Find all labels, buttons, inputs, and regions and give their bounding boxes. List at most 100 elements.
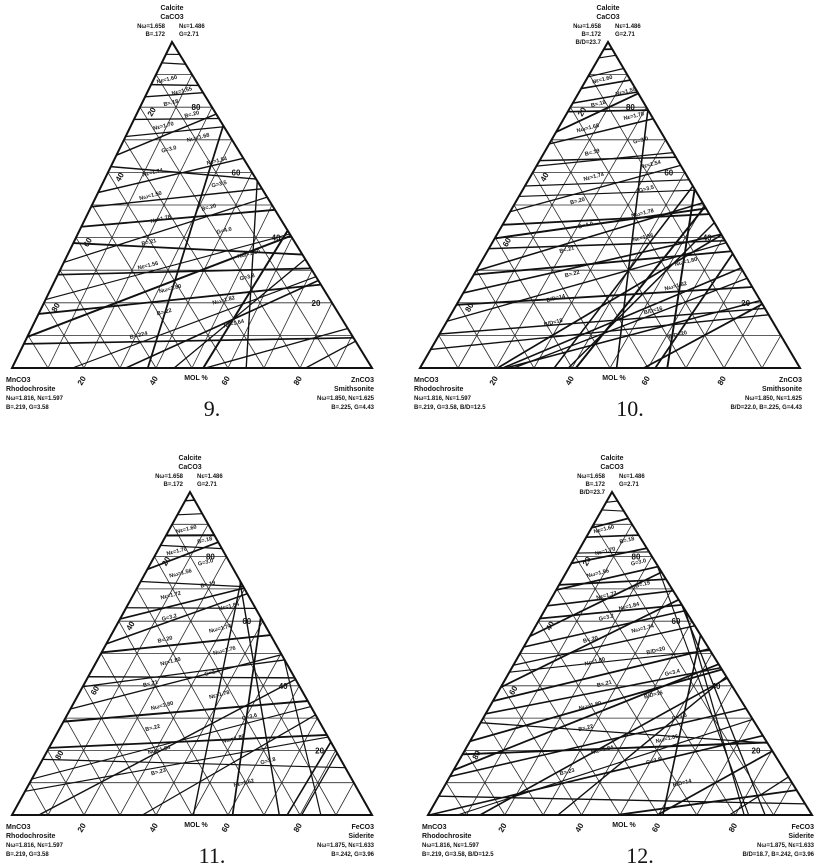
contour-label: Nε=1.84 [218, 601, 241, 612]
grid-line [155, 74, 337, 369]
apex-property: Nω=1.875, Nε=1.633 [317, 843, 375, 849]
contour-line [654, 253, 734, 369]
contour-label: G=4.0 [577, 221, 593, 231]
contour-line [125, 279, 319, 369]
apex-right-property: G=2.71 [197, 482, 218, 488]
bottom-tick-label: 20 [76, 374, 89, 387]
contour-line [492, 648, 710, 702]
grid-line [136, 588, 265, 816]
apex-formula: FeCO3 [791, 824, 814, 831]
contour-line [81, 208, 276, 228]
contour-line [587, 67, 624, 78]
contour-label: Nε=1.55 [171, 86, 193, 97]
ternary-diagram-3: Nε=1.60B=.18 Nε=1.70 G=3.0 Nω=1.56 B=.19 Nε=1… [6, 455, 375, 867]
contour-line [463, 233, 722, 294]
contour-label: Nω=1.80 [674, 257, 698, 268]
contour-line [513, 277, 748, 369]
contour-label: B=.21 [596, 680, 612, 689]
contour-line [505, 299, 761, 369]
right-tick-label: 20 [315, 746, 324, 755]
contour-line [615, 109, 649, 369]
contour-label: G=3.0 [630, 558, 646, 568]
apex-mineral-name: Rhodochrosite [6, 386, 55, 393]
bottom-tick-label: 60 [650, 821, 663, 834]
apex-property: Nω=1.875, Nε=1.633 [757, 843, 815, 849]
contour-label: G=3.4 [204, 668, 221, 678]
contour-label: Nω=1.82 [664, 281, 688, 292]
right-tick-label: 40 [703, 234, 712, 243]
contour-line [31, 706, 312, 780]
contour-label: G=3.6 [241, 713, 257, 723]
apex-property: B=.225, G=4.43 [331, 405, 374, 411]
apex-bottom-left-label: MnCO3 Rhodochrosite Nω=1.816, Nε=1.597 B=.2… [6, 377, 64, 411]
contour-label: Nω=1.80 [237, 249, 261, 260]
contour-line [555, 92, 639, 133]
contour-label: B=.18 [197, 536, 213, 545]
apex-top-label: Calcite CaCO3 Nω=1.658 B=.172 Nε=1.486 G=2.71 [155, 455, 223, 488]
apex-formula: CaCO3 [600, 464, 623, 471]
contour-line [231, 617, 262, 816]
contour-line [82, 659, 285, 688]
contour-line [598, 54, 616, 59]
apex-bottom-right-label: FeCO3 Siderite Nω=1.875, Nε=1.633 B=.242, G… [317, 824, 375, 858]
grid-line [438, 335, 459, 369]
apex-left-property: Nω=1.658 [577, 474, 606, 480]
property-contours [430, 48, 769, 369]
contour-line [456, 286, 753, 306]
apex-mineral-name: Smithsonite [334, 386, 374, 393]
contour-label: B/D=20 [646, 646, 666, 656]
apex-right-property: G=2.71 [619, 482, 640, 488]
contour-line [161, 62, 186, 65]
bottom-tick-label: 20 [497, 821, 510, 834]
grid-line [29, 782, 49, 816]
apex-mineral-name: Rhodochrosite [6, 833, 55, 840]
contour-line [666, 188, 696, 369]
apex-property: B=.219, G=3.58, B/D=12.5 [422, 852, 494, 858]
contour-line [38, 678, 296, 816]
contour-label: Nε=1.74 [583, 172, 606, 183]
figure-number: 11. [199, 843, 226, 867]
contour-line [430, 314, 769, 351]
contour-label: B=.20 [157, 635, 173, 644]
apex-property: B=.242, G=3.96 [331, 852, 374, 858]
contour-line [553, 185, 694, 369]
bottom-tick-label: 20 [76, 821, 89, 834]
apex-property: Nω=1.816, Nε=1.597 [414, 396, 472, 402]
triangle-outline [426, 490, 814, 816]
contour-line [119, 587, 245, 620]
contour-line [475, 202, 703, 272]
contour-label: B/D=16 [643, 306, 663, 316]
contour-line [586, 534, 639, 539]
contour-line [469, 668, 723, 743]
contour-line [177, 513, 203, 516]
right-tick-label: 40 [272, 234, 281, 243]
apex-bottom-left-label: MnCO3 Rhodochrosite Nω=1.816, Nε=1.597 B=.2… [414, 377, 486, 411]
contour-line [662, 634, 702, 816]
grid-line [773, 782, 793, 816]
apex-right-property: G=2.71 [179, 32, 200, 38]
grid-line [495, 107, 647, 369]
contour-label: G=3.8 [239, 273, 255, 283]
contour-label: B=.20 [184, 110, 200, 119]
grid-line [504, 556, 653, 816]
contour-line [547, 589, 674, 607]
contour-label: Nε=1.56 [632, 233, 654, 244]
bottom-tick-label: 40 [573, 821, 586, 834]
grid-line [556, 588, 698, 816]
apex-right-property: Nε=1.486 [615, 24, 641, 30]
right-tick-label: 20 [312, 299, 321, 308]
apex-right-property: Nε=1.486 [197, 474, 223, 480]
contour-label: B=.19 [635, 580, 651, 589]
contour-line [42, 758, 346, 769]
triangle-grid [446, 523, 793, 816]
contour-line [729, 776, 789, 816]
contour-label: B=.18 [163, 99, 179, 108]
right-tick-label: 60 [242, 617, 251, 626]
bottom-tick-label: 60 [640, 374, 653, 387]
contour-label: Nε=1.54 [640, 160, 663, 171]
contour-label: Nω=1.68 [576, 123, 600, 134]
apex-bottom-right-label: ZnCO3 Smithsonite Nω=1.850, Nε=1.625 B/D=22… [730, 377, 802, 411]
contour-line [70, 654, 282, 710]
